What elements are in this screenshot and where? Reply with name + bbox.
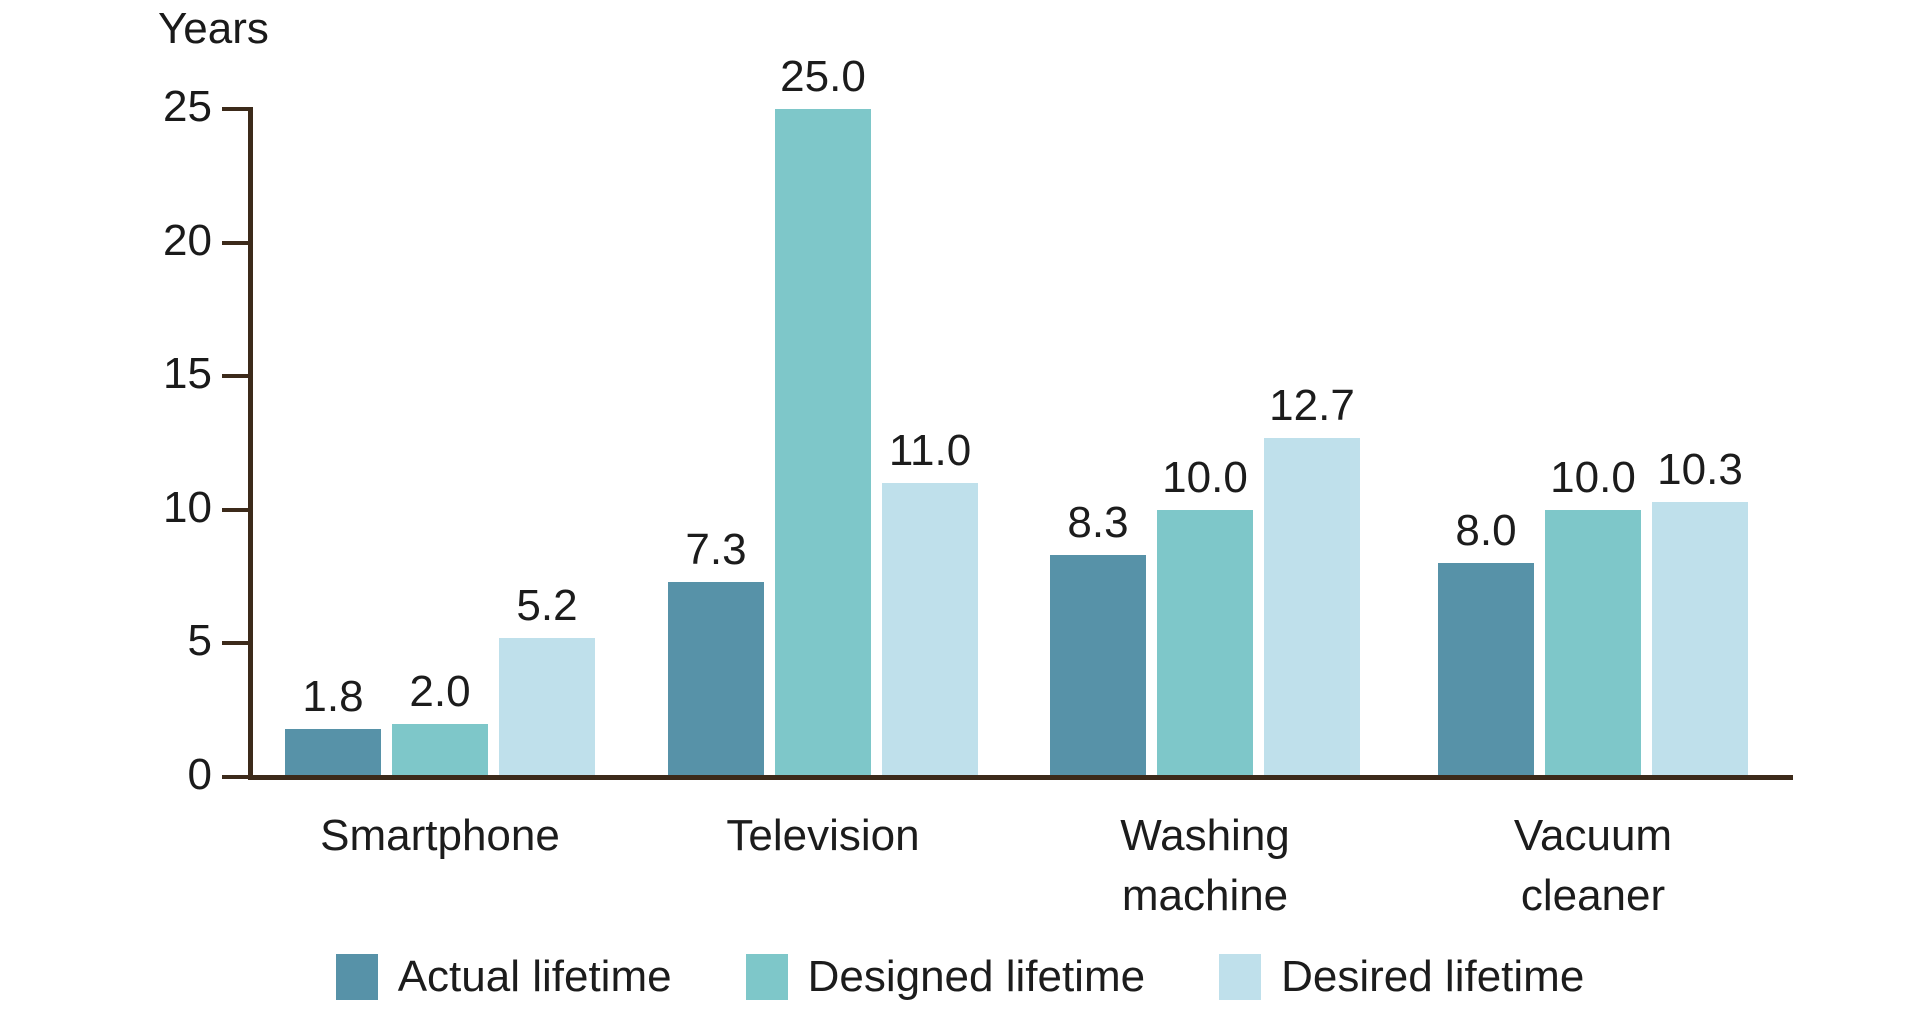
y-tick-label: 5 [187,616,212,666]
bar-value-label: 11.0 [888,426,972,475]
bar-actual-lifetime-vacuum-cleaner [1438,563,1534,777]
bar-value-label: 10.0 [1162,453,1248,502]
x-category-label-vacuum-cleaner: Vacuum cleaner [1513,811,1673,920]
x-axis-line [248,775,1793,780]
bar-designed-lifetime-washing-machine [1157,510,1253,777]
legend-item-designed-lifetime: Designed lifetime [745,952,1146,1002]
bar-value-label: 10.3 [1657,445,1743,494]
x-category-label-television: Television [726,811,920,860]
bar-desired-lifetime-smartphone [499,638,595,777]
legend-label: Desired lifetime [1281,952,1585,1001]
bar-value-label: 10.0 [1550,453,1636,502]
y-tick-mark [222,107,248,111]
legend-label: Actual lifetime [397,952,672,1001]
y-tick-label: 10 [163,482,212,532]
legend-label: Designed lifetime [807,952,1146,1001]
bar-desired-lifetime-washing-machine [1264,438,1360,777]
y-tick-mark [222,374,248,379]
bar-desired-lifetime-vacuum-cleaner [1652,502,1748,777]
bar-actual-lifetime-washing-machine [1050,555,1146,777]
bar-value-label: 7.3 [685,525,747,574]
y-tick-mark [222,641,248,646]
bar-actual-lifetime-smartphone [285,729,381,777]
y-tick-mark [222,507,248,512]
x-category-label-washing-machine: Washing machine [1120,811,1290,920]
bar-designed-lifetime-vacuum-cleaner [1545,510,1641,777]
legend-item-desired-lifetime: Desired lifetime [1219,952,1584,1002]
y-tick-mark [222,240,248,245]
y-tick-mark [222,775,248,779]
bar-value-label: 1.8 [302,672,364,721]
legend-swatch-actual-lifetime [335,954,378,1000]
legend-swatch-desired-lifetime [1219,954,1262,1000]
y-tick-label: 25 [163,82,212,131]
y-tick-label: 15 [163,349,212,399]
bar-actual-lifetime-television [668,582,764,777]
bar-designed-lifetime-television [775,109,871,777]
bar-value-label: 12.7 [1269,381,1355,430]
legend-swatch-designed-lifetime [745,954,788,1000]
bar-value-label: 5.2 [516,581,578,630]
y-tick-label: 20 [163,215,212,265]
bar-value-label: 25.0 [780,52,866,101]
bar-value-label: 8.0 [1455,506,1517,555]
bar-desired-lifetime-television [882,483,978,777]
bar-designed-lifetime-smartphone [392,724,488,777]
y-axis-line [248,107,253,780]
chart-legend: Actual lifetime Designed lifetime Desired … [0,952,1920,1002]
bar-value-label: 2.0 [409,667,471,716]
bar-value-label: 8.3 [1067,498,1129,547]
x-category-label-smartphone: Smartphone [320,811,560,860]
y-tick-label: 0 [187,750,212,799]
y-axis-title: Years [158,4,269,53]
legend-item-actual-lifetime: Actual lifetime [335,952,672,1002]
